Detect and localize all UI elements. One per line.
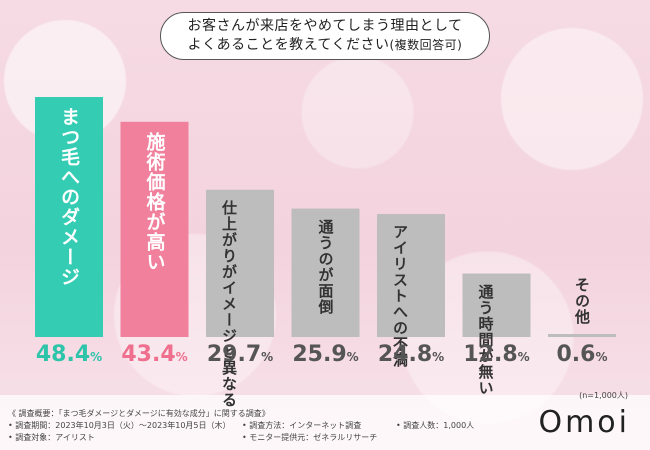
title-note: (複数回答可) <box>389 38 463 52</box>
pct-label-1: 48.4% <box>24 342 114 367</box>
survey-target: • 調査対象：アイリスト <box>8 433 95 442</box>
bar-label-6: 通う時間が無い <box>476 283 495 396</box>
bar-4 <box>291 208 360 337</box>
pct-unit-6: % <box>517 350 530 364</box>
bar-5 <box>377 214 445 337</box>
survey-method: • 調査方法：インターネット調査 <box>242 421 362 430</box>
bar-1 <box>35 97 103 337</box>
footer-band <box>0 395 650 450</box>
brand-logo: Omoi <box>538 405 630 440</box>
pct-unit-5: % <box>432 350 445 364</box>
bar-label-2: 施術価格が高い <box>143 131 166 272</box>
pct-label-5: 24.8% <box>366 342 456 367</box>
bar-label-7: その他 <box>573 277 591 325</box>
sample-size: (n=1,000人) <box>579 391 628 400</box>
bar-label-4: 通うのが面倒 <box>316 218 335 315</box>
pct-value-4: 25.9 <box>292 342 347 367</box>
bar-2 <box>120 121 189 337</box>
question-title: お客さんが来店をやめてしまう理由として よくあることを教えてください(複数回答可… <box>160 12 490 60</box>
pct-label-4: 25.9% <box>281 342 371 367</box>
bar-6 <box>462 273 531 337</box>
title-line-1: お客さんが来店をやめてしまう理由として <box>187 18 463 34</box>
bar-label-5: アイリストへの不満 <box>391 224 409 369</box>
pct-unit-2: % <box>175 350 188 364</box>
pct-unit-3: % <box>261 350 274 364</box>
pct-label-6: 12.8% <box>452 342 542 367</box>
pct-value-3: 29.7 <box>206 342 262 367</box>
bar-label-1: まつ毛へのダメージ <box>58 107 80 287</box>
pct-value-5: 24.8 <box>377 342 433 367</box>
bar-3 <box>206 189 274 337</box>
pct-label-2: 43.4% <box>110 342 200 367</box>
pct-value-2: 43.4 <box>121 342 176 367</box>
pct-value-7: 0.6 <box>556 342 596 367</box>
pct-unit-1: % <box>90 350 103 364</box>
pct-value-6: 12.8 <box>463 342 518 367</box>
bar-label-3: 仕上がりがイメージと異なる <box>220 199 238 408</box>
survey-period: • 調査期間：2023年10月3日（火）〜2023年10月5日（木） <box>8 421 231 430</box>
pct-label-3: 29.7% <box>195 342 285 367</box>
survey-provider: • モニター提供元：ゼネラルリサーチ <box>242 433 378 442</box>
pct-label-7: 0.6% <box>537 342 627 367</box>
pct-unit-4: % <box>346 350 359 364</box>
pct-unit-7: % <box>595 350 608 364</box>
survey-overview: 《 調査概要：「まつ毛ダメージとダメージに有効な成分」に関する調査》 <box>8 409 270 418</box>
bar-7 <box>548 334 616 337</box>
pct-value-1: 48.4 <box>35 342 91 367</box>
survey-count: • 調査人数：1,000人 <box>396 421 475 430</box>
title-line-2: よくあることを教えてください(複数回答可) <box>187 37 463 53</box>
